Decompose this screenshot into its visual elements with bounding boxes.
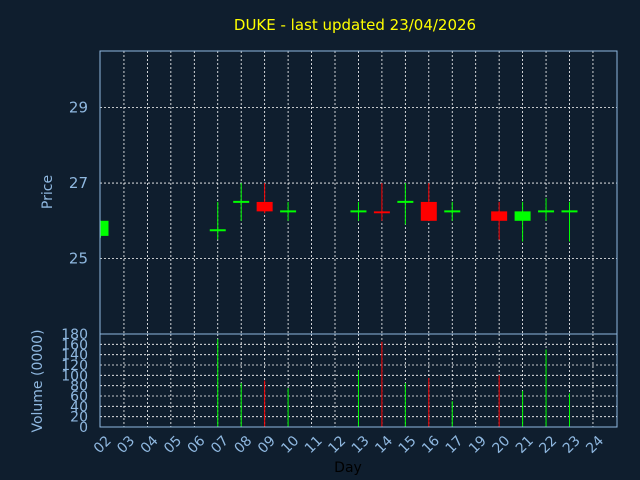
x-tick-labels: 02 03 04 05 06 07 08 09 10 11 12 13 14 15 16 17 19 20 21 22… [91, 433, 607, 457]
x-tick-label: 19 [466, 433, 490, 457]
volume-axis-label: Volume (0000) [30, 329, 46, 432]
volume-y-tick-label: 0 [79, 420, 88, 436]
x-axis-label: Day [334, 460, 362, 476]
x-tick-label: 12 [325, 433, 349, 457]
price-candles [100, 183, 578, 242]
x-tick-label: 11 [302, 433, 326, 457]
candle-body [100, 220, 109, 236]
volume-y-tick-label: 60 [70, 389, 88, 405]
chart-title: DUKE - last updated 23/04/2026 [234, 16, 476, 34]
x-tick-label: 17 [443, 433, 467, 457]
volume-y-tick-label: 180 [61, 327, 88, 343]
x-tick-label: 03 [114, 433, 138, 457]
price-gridlines [100, 51, 617, 334]
x-tick-label: 06 [185, 433, 209, 457]
volume-y-tick-label: 120 [61, 358, 88, 374]
x-tick-label: 14 [372, 433, 396, 457]
x-tick-label: 16 [419, 433, 443, 457]
price-axis-label: Price [40, 175, 56, 209]
x-tick-label: 09 [255, 433, 279, 457]
x-tick-label: 22 [536, 433, 560, 457]
x-tick-label: 23 [560, 433, 584, 457]
price-y-tick-label: 29 [69, 99, 88, 117]
volume-y-tick-label: 80 [70, 379, 88, 395]
volume-y-tick-label: 20 [70, 410, 88, 426]
candle-body [420, 201, 437, 221]
x-tick-label: 07 [208, 433, 232, 457]
price-y-tick-labels: 25 27 29 [69, 99, 88, 268]
volume-panel-frame [99, 333, 618, 428]
x-tick-label: 02 [91, 433, 115, 457]
candle-body [491, 211, 508, 221]
x-tick-label: 20 [489, 433, 513, 457]
volume-y-tick-label: 140 [61, 348, 88, 364]
x-tick-label: 10 [278, 433, 302, 457]
price-y-tick-label: 27 [69, 174, 88, 192]
x-tick-label: 08 [232, 433, 256, 457]
x-tick-label: 24 [583, 433, 607, 457]
x-tick-label: 15 [396, 433, 420, 457]
volume-y-tick-label: 40 [70, 399, 88, 415]
volume-y-tick-label: 160 [61, 337, 88, 353]
candle-body [256, 201, 273, 212]
price-y-tick-label: 25 [69, 250, 88, 268]
x-tick-label: 05 [161, 433, 185, 457]
volume-y-tick-label: 100 [61, 368, 88, 384]
x-tick-label: 04 [138, 433, 162, 457]
x-tick-label: 13 [349, 433, 373, 457]
x-tick-label: 21 [513, 433, 537, 457]
candle-body [514, 211, 531, 221]
volume-bars [217, 339, 570, 427]
candle-body [373, 211, 390, 214]
